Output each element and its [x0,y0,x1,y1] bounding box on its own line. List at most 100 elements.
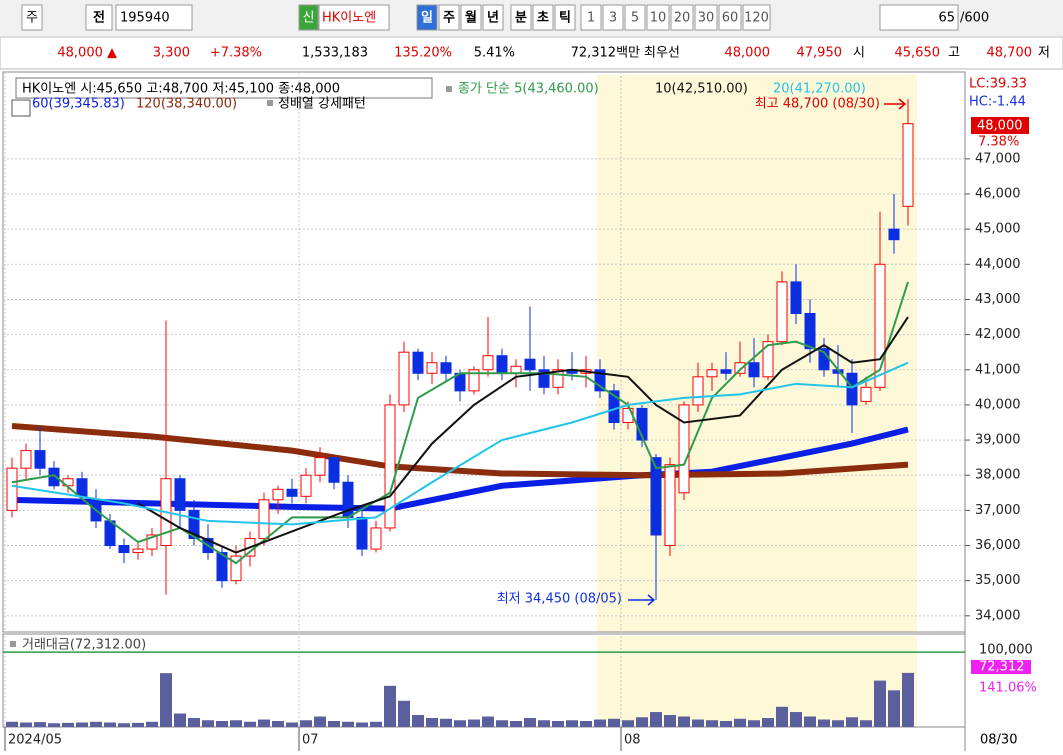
volume-bar [34,722,46,727]
volume-bar [636,717,648,727]
volume-bar [692,719,704,727]
volume-bar [384,685,396,727]
button[interactable] [85,4,113,31]
volume-bar [566,720,578,727]
candle-body [76,478,88,497]
candle-body [132,548,144,554]
volume-bar [440,718,452,727]
ma-line [137,316,909,554]
volume-bar [342,721,354,727]
candle-body [664,464,676,547]
button-label[interactable]: 120 [744,11,769,26]
candle-body [510,365,522,374]
pattern-marker [267,100,273,106]
volume-bar [874,680,886,727]
button[interactable] [670,4,694,31]
candle-body [272,488,284,501]
volume-last-box [971,660,1031,674]
button-label[interactable]: 틱 [559,10,571,26]
volume-bar [734,718,746,727]
name-text[interactable]: HK이노엔 [322,11,376,26]
button[interactable] [460,4,482,31]
volume-bar [832,720,844,727]
calendar-icon[interactable] [11,99,31,117]
volume-bar [902,672,914,727]
button-label[interactable]: 주 [443,11,455,26]
button[interactable] [416,4,438,31]
x-tick-label: 07 [302,733,319,748]
candle-body [356,516,368,550]
candle-body [902,123,914,207]
button-label[interactable]: 분 [515,11,527,26]
button-label[interactable]: 년 [487,11,499,26]
candle-body [846,372,858,406]
lc-text: LC:39.33 [969,77,1027,92]
button-label[interactable]: 월 [465,10,477,26]
y-tick-label: 43,000 [975,292,1021,307]
volume-bar [454,720,466,727]
volume-bar [244,721,256,727]
button-label[interactable]: 전 [93,10,105,26]
button-label[interactable]: 3 [609,11,617,26]
x-tick-label: 2024/05 [8,733,62,748]
volume-bar [524,718,536,727]
button-label[interactable]: 5 [631,11,639,26]
y-tick-label: 100,000 [979,643,1033,658]
last-price: 48,000 [977,119,1023,134]
candle-body [384,404,396,529]
volume-bar [76,722,88,727]
button[interactable] [694,4,718,31]
button-label[interactable]: 60 [722,11,739,26]
button[interactable] [554,4,576,31]
button-label[interactable]: 10 [650,11,667,26]
count-input[interactable] [879,4,959,31]
count-text[interactable]: 65 [938,11,955,26]
high-arrow [884,98,907,110]
volume-bar [258,719,270,727]
candle-body [706,369,718,378]
ma-line [11,423,909,479]
candle-body [174,478,186,511]
legend-marker [446,86,452,92]
candle-body [804,313,816,350]
low-arrow [628,594,656,606]
button[interactable] [510,4,532,31]
volume-bar [482,716,494,727]
button[interactable] [532,4,554,31]
candle-body [426,362,438,374]
button[interactable] [21,4,43,31]
candle-body [776,281,788,343]
button[interactable] [580,4,602,31]
legend-entry: 120(38,340.00) [136,97,237,112]
button-label[interactable]: 30 [698,11,715,26]
candle-body [398,351,410,406]
quote-item: 48,700 [987,46,1033,61]
candle-body [118,545,130,554]
button-label[interactable]: 일 [421,11,433,26]
code-text[interactable]: 195940 [120,11,170,26]
ma-line [11,361,909,526]
legend-entry: 20(41,270.00) [773,82,866,97]
button[interactable] [298,4,319,31]
button-label[interactable]: 주 [26,11,38,26]
candle-body [258,499,270,539]
button-label[interactable]: 신 [303,11,315,26]
candle-body [594,369,606,392]
name-box[interactable] [318,4,390,31]
button[interactable] [602,4,624,31]
button[interactable] [742,4,771,31]
volume-bar [748,720,760,727]
info-text: HK이노엔 시:45,650 고:48,700 저:45,100 종:48,00… [22,82,340,97]
button-label[interactable]: 1 [587,11,595,26]
candle-body [286,488,298,497]
button[interactable] [646,4,670,31]
button[interactable] [482,4,504,31]
button[interactable] [718,4,742,31]
candle-body [692,376,704,406]
button-label[interactable]: 20 [674,11,691,26]
button[interactable] [438,4,460,31]
code-input[interactable] [115,4,193,31]
button[interactable] [624,4,646,31]
button-label[interactable]: 초 [537,11,549,26]
